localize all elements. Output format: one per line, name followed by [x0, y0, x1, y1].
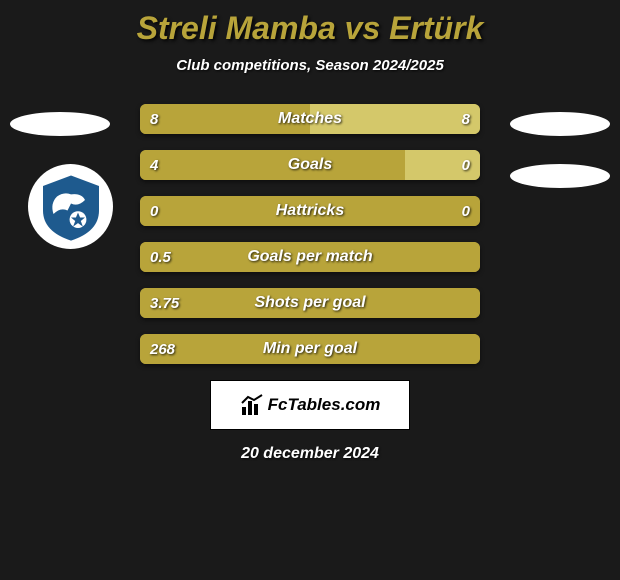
- stat-value-left: 8: [150, 104, 158, 134]
- stat-bar-left: [140, 104, 310, 134]
- stat-bar-right: [310, 104, 480, 134]
- fctables-logo: FcTables.com: [210, 380, 410, 430]
- comparison-content: Matches88Goals40Hattricks00Goals per mat…: [0, 104, 620, 364]
- stat-value-left: 268: [150, 334, 175, 364]
- chart-icon: [240, 393, 264, 417]
- subtitle: Club competitions, Season 2024/2025: [0, 57, 620, 74]
- stat-value-right: 8: [462, 104, 470, 134]
- stat-bar-left: [140, 196, 480, 226]
- date-label: 20 december 2024: [0, 445, 620, 463]
- stat-value-right: 0: [462, 150, 470, 180]
- page-title: Streli Mamba vs Ertürk: [0, 0, 620, 47]
- stat-bar-left: [140, 334, 480, 364]
- stat-value-left: 3.75: [150, 288, 179, 318]
- stat-value-left: 0.5: [150, 242, 171, 272]
- stat-value-left: 4: [150, 150, 158, 180]
- club-badge-left: [28, 164, 113, 249]
- player-badge-right-2: [510, 164, 610, 188]
- stat-value-left: 0: [150, 196, 158, 226]
- stat-row: Shots per goal3.75: [140, 288, 480, 318]
- stat-row: Hattricks00: [140, 196, 480, 226]
- stat-row: Matches88: [140, 104, 480, 134]
- stat-row: Goals40: [140, 150, 480, 180]
- stat-row: Goals per match0.5: [140, 242, 480, 272]
- stat-bar-left: [140, 150, 405, 180]
- logo-text: FcTables.com: [268, 395, 381, 415]
- player-badge-right-1: [510, 112, 610, 136]
- stat-value-right: 0: [462, 196, 470, 226]
- player-badge-left: [10, 112, 110, 136]
- stat-bar-left: [140, 242, 480, 272]
- stat-row: Min per goal268: [140, 334, 480, 364]
- stats-bars: Matches88Goals40Hattricks00Goals per mat…: [140, 104, 480, 364]
- stat-bar-left: [140, 288, 480, 318]
- club-shield-icon: [36, 172, 106, 242]
